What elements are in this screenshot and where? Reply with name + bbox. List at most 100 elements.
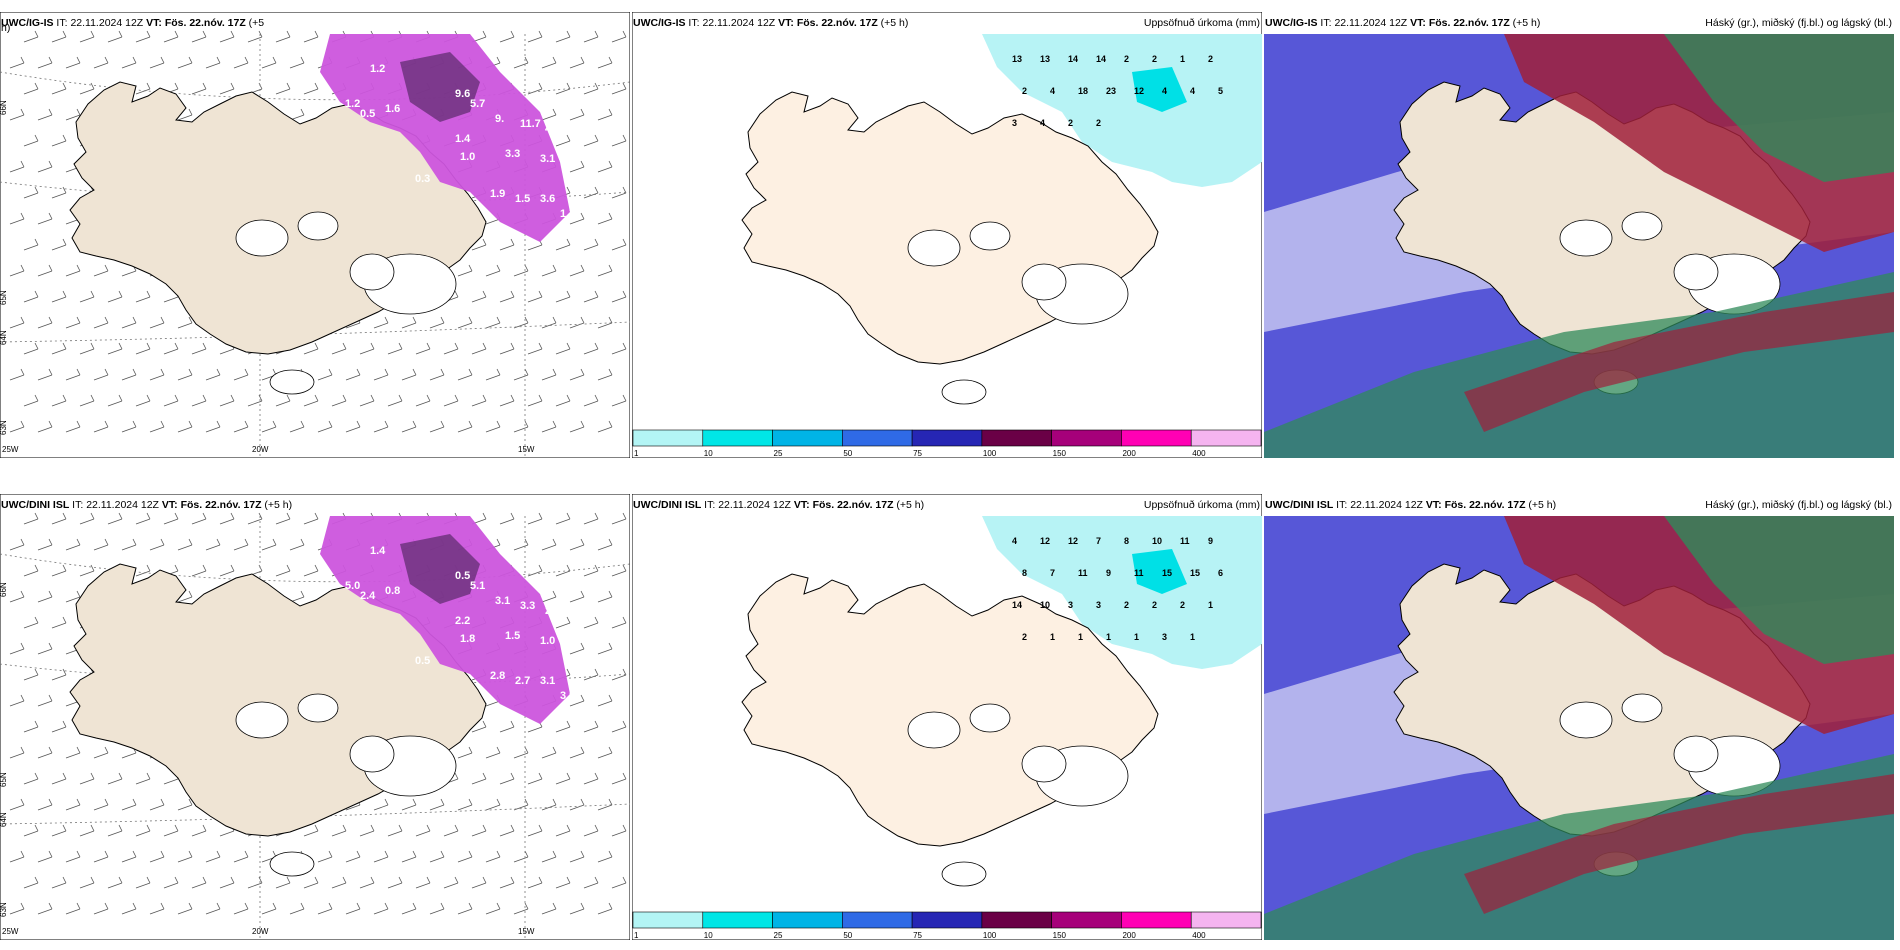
- wind-barb: [9, 420, 25, 433]
- wind-barb: [79, 512, 95, 525]
- wind-barb: [37, 212, 53, 225]
- wind-barb: [569, 212, 585, 225]
- wind-barb: [457, 850, 473, 863]
- wind-barb: [37, 108, 53, 121]
- snow-value: 0.5: [360, 108, 375, 120]
- wind-barb: [583, 238, 599, 251]
- wind-barb: [373, 798, 389, 811]
- wind-barb: [597, 420, 613, 433]
- precip-value: 14: [1096, 54, 1106, 64]
- wind-barb: [303, 564, 319, 577]
- wind-barb: [205, 56, 221, 69]
- colorbar: 1 10 25 50 75 100 150 200 400: [632, 911, 1262, 940]
- wind-barb: [499, 238, 515, 251]
- wind-barb: [37, 746, 53, 759]
- wind-barb: [401, 798, 417, 811]
- wind-barb: [261, 56, 277, 69]
- wind-barb: [373, 316, 389, 329]
- snow-value: 2.4: [360, 590, 376, 602]
- wind-barb: [177, 56, 193, 69]
- wind-barb: [177, 108, 193, 121]
- wind-barb: [611, 824, 627, 837]
- wind-barb: [555, 720, 571, 733]
- wind-barb: [135, 82, 151, 95]
- wind-barb: [583, 290, 599, 303]
- precip-value: 3: [1012, 118, 1017, 128]
- colorbar-tick: 1: [634, 449, 639, 458]
- wind-barb: [401, 850, 417, 863]
- wind-barb: [359, 876, 375, 889]
- wind-barb: [569, 590, 585, 603]
- wind-barb: [9, 316, 25, 329]
- wind-barb: [457, 746, 473, 759]
- wind-barb: [9, 902, 25, 915]
- wind-barb: [401, 316, 417, 329]
- wind-barb: [121, 368, 137, 381]
- precip-value: 2: [1096, 118, 1101, 128]
- mid-cloud-south: [1464, 774, 1894, 914]
- precip-value: 8: [1022, 568, 1027, 578]
- wind-barb: [37, 902, 53, 915]
- snow-values: 1.41.20.55.13.1 3.3 2.52.21.8 1.5 1.02.8 2.7 3…: [290, 545, 585, 722]
- wind-barb: [499, 876, 515, 889]
- wind-barb: [569, 642, 585, 655]
- wind-barb: [163, 824, 179, 837]
- wind-barb: [65, 850, 81, 863]
- snow-value: 3.3: [520, 600, 535, 612]
- map-title: Uppsöfnuð úrkoma (mm): [1143, 499, 1260, 511]
- snow-value: 5.1: [470, 580, 485, 592]
- wind-barb: [429, 316, 445, 329]
- wind-barb: [79, 290, 95, 303]
- wind-barb: [527, 342, 543, 355]
- lead-time: (+5 h): [264, 499, 293, 511]
- precip-value: 10: [1040, 600, 1050, 610]
- panel-ig-clouds: UWC/IG-IS IT: 22.11.2024 12Z VT: Fös. 22…: [1264, 12, 1894, 458]
- wind-barb: [597, 902, 613, 915]
- lat-label: 64N: [0, 812, 8, 827]
- wind-barb: [177, 798, 193, 811]
- wind-barb: [527, 394, 543, 407]
- wind-barb: [93, 850, 109, 863]
- wind-barb: [135, 290, 151, 303]
- map-canvas: 4 12 12 7 8 10 11 98 7 11 9 11 15 15 614 10 3 3 2 2 2 12 1 1 1 1 3…: [632, 494, 1262, 940]
- wind-barb: [485, 850, 501, 863]
- wind-barb: [373, 368, 389, 381]
- glacier: [941, 861, 987, 887]
- wind-barb: [485, 902, 501, 915]
- wind-barb: [513, 850, 529, 863]
- wind-barb: [583, 186, 599, 199]
- vt-label: VT:: [146, 17, 162, 29]
- wind-barb: [37, 798, 53, 811]
- wind-barb: [513, 420, 529, 433]
- wind-barb: [541, 746, 557, 759]
- wind-barb: [443, 876, 459, 889]
- wind-barb: [37, 642, 53, 655]
- wind-barb: [555, 512, 571, 525]
- wind-barb: [471, 772, 487, 785]
- vt-label: VT:: [793, 499, 810, 511]
- wind-barb: [555, 82, 571, 95]
- lon-label: 15W: [518, 927, 535, 936]
- glacier: [969, 703, 1011, 733]
- precip-value: 2: [1124, 54, 1129, 64]
- it-label: IT:: [1336, 499, 1348, 511]
- wind-barb: [23, 668, 39, 681]
- wind-barb: [513, 538, 529, 551]
- wind-barb: [387, 342, 403, 355]
- wind-barb: [65, 902, 81, 915]
- wind-barb: [415, 824, 431, 837]
- snow-value: 3.1: [495, 595, 510, 607]
- snow-value: 11.7: [520, 118, 541, 130]
- wind-barb: [597, 212, 613, 225]
- wind-barb: [485, 264, 501, 277]
- wind-barb: [107, 824, 123, 837]
- snow-value: 1.4: [455, 133, 471, 145]
- wind-barb: [9, 798, 25, 811]
- precip-value: 13: [1012, 54, 1022, 64]
- snow-value: 3.6: [540, 193, 555, 205]
- wind-barb: [541, 850, 557, 863]
- wind-barb: [541, 264, 557, 277]
- wind-barb: [541, 108, 557, 121]
- glacier: [235, 701, 289, 739]
- wind-barb: [569, 902, 585, 915]
